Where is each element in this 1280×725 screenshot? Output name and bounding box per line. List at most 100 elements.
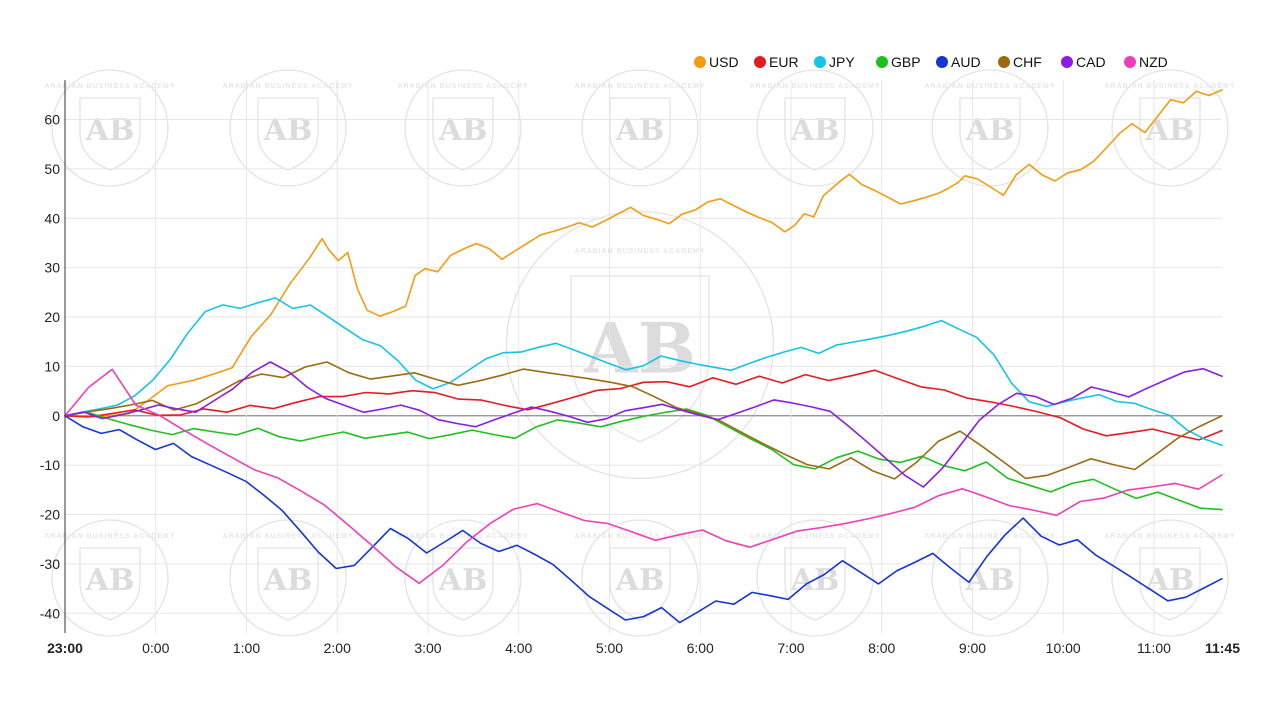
series-line-nzd (64, 368, 1223, 585)
x-tick-label: 10:00 (1046, 640, 1081, 656)
watermark-ring (1111, 69, 1229, 187)
legend-item-nzd[interactable]: NZD (1124, 54, 1168, 70)
x-tick-label: 2:00 (324, 640, 351, 656)
x-tick-label: 11:45 (1205, 640, 1240, 656)
legend-label: CAD (1076, 54, 1106, 70)
watermark-shield (959, 547, 1021, 621)
watermark-text: ARABIAN BUSINESS ACADEMY (574, 533, 705, 540)
watermark-shield (609, 547, 671, 621)
watermark-shield (257, 547, 319, 621)
y-tick-label: -30 (40, 556, 60, 572)
x-tick-label: 8:00 (868, 640, 895, 656)
x-tick-label: 0:00 (142, 640, 169, 656)
legend-swatch (814, 56, 826, 68)
watermark-stamp: AB ARABIAN BUSINESS ACADEMY (397, 519, 528, 637)
y-tick-label: 40 (44, 210, 60, 226)
x-tick-label: 4:00 (505, 640, 532, 656)
watermark-text: ARABIAN BUSINESS ACADEMY (574, 248, 705, 255)
legend-label: GBP (891, 54, 921, 70)
watermark-ring (1111, 519, 1229, 637)
watermark-mark: AB (615, 563, 665, 598)
watermark-ring (756, 519, 874, 637)
watermark-mark: AB (583, 309, 696, 390)
series-line-chf (64, 361, 1223, 480)
watermark-ring (229, 519, 347, 637)
watermark-shield (1139, 97, 1201, 171)
watermark-ring (756, 69, 874, 187)
legend-item-usd[interactable]: USD (694, 54, 739, 70)
watermark-mark: AB (85, 113, 135, 148)
watermark-ring (505, 210, 775, 480)
legend-swatch (936, 56, 948, 68)
legend-item-eur[interactable]: EUR (754, 54, 799, 70)
series-line-eur (64, 369, 1223, 441)
watermark-shield (432, 547, 494, 621)
watermark-mark: AB (263, 563, 313, 598)
watermark-shield (79, 97, 141, 171)
y-tick-label: -10 (40, 457, 60, 473)
x-tick-label: 6:00 (687, 640, 714, 656)
watermark-ring (404, 519, 522, 637)
legend-item-cad[interactable]: CAD (1061, 54, 1106, 70)
x-tick-label: 7:00 (777, 640, 804, 656)
legend-label: NZD (1139, 54, 1168, 70)
watermark-shield (1139, 547, 1201, 621)
legend-label: AUD (951, 54, 981, 70)
watermark-text: ARABIAN BUSINESS ACADEMY (222, 533, 353, 540)
watermark: AB ARABIAN BUSINESS ACADEMY AB ARABIAN BUSI… (44, 69, 1235, 637)
legend-item-aud[interactable]: AUD (936, 54, 981, 70)
legend-item-gbp[interactable]: GBP (876, 54, 921, 70)
y-tick-label: 0 (52, 408, 60, 424)
x-tick-label: 3:00 (414, 640, 441, 656)
axes: 60 50 40 30 20 10 0 -10 -20 -30 -40 23:00 0:00 1:00 2:… (40, 80, 1240, 656)
watermark-stamp: AB ARABIAN BUSINESS ACADEMY (222, 519, 353, 637)
legend: USD EUR JPY GBP AUD CHF CAD NZD (694, 54, 1168, 70)
watermark-mark: AB (1145, 563, 1195, 598)
y-tick-label: 60 (44, 112, 60, 128)
legend-label: USD (709, 54, 739, 70)
series-lines (64, 89, 1223, 624)
watermark-text: ARABIAN BUSINESS ACADEMY (44, 533, 175, 540)
watermark-shield (784, 97, 846, 171)
watermark-stamp: AB ARABIAN BUSINESS ACADEMY (574, 69, 705, 187)
watermark-ring (229, 69, 347, 187)
y-tick-label: 30 (44, 260, 60, 276)
watermark-shield (432, 97, 494, 171)
watermark-text: ARABIAN BUSINESS ACADEMY (222, 83, 353, 90)
watermark-text: ARABIAN BUSINESS ACADEMY (1104, 83, 1235, 90)
watermark-stamp: AB ARABIAN BUSINESS ACADEMY (574, 519, 705, 637)
watermark-ring (581, 69, 699, 187)
watermark-stamp: AB ARABIAN BUSINESS ACADEMY (505, 210, 775, 480)
watermark-shield (570, 275, 710, 443)
watermark-mark: AB (263, 113, 313, 148)
watermark-ring (51, 69, 169, 187)
y-tick-label: 10 (44, 358, 60, 374)
legend-swatch (694, 56, 706, 68)
y-tick-label: 50 (44, 161, 60, 177)
legend-item-chf[interactable]: CHF (998, 54, 1042, 70)
grid (65, 80, 1222, 633)
watermark-text: ARABIAN BUSINESS ACADEMY (397, 533, 528, 540)
legend-swatch (754, 56, 766, 68)
legend-swatch (1124, 56, 1136, 68)
x-tick-label: 9:00 (959, 640, 986, 656)
watermark-text: ARABIAN BUSINESS ACADEMY (1104, 533, 1235, 540)
watermark-mark: AB (1145, 113, 1195, 148)
watermark-text: ARABIAN BUSINESS ACADEMY (749, 83, 880, 90)
watermark-stamp: AB ARABIAN BUSINESS ACADEMY (749, 69, 880, 187)
legend-swatch (876, 56, 888, 68)
watermark-stamp: AB ARABIAN BUSINESS ACADEMY (44, 69, 175, 187)
x-tick-label: 5:00 (596, 640, 623, 656)
y-tick-label: -20 (40, 507, 60, 523)
watermark-mark: AB (615, 113, 665, 148)
watermark-stamp: AB ARABIAN BUSINESS ACADEMY (1104, 519, 1235, 637)
watermark-stamp: AB ARABIAN BUSINESS ACADEMY (1104, 69, 1235, 187)
watermark-ring (51, 519, 169, 637)
x-tick-label: 23:00 (47, 640, 83, 656)
legend-item-jpy[interactable]: JPY (814, 54, 855, 70)
watermark-shield (784, 547, 846, 621)
watermark-text: ARABIAN BUSINESS ACADEMY (397, 83, 528, 90)
watermark-shield (79, 547, 141, 621)
